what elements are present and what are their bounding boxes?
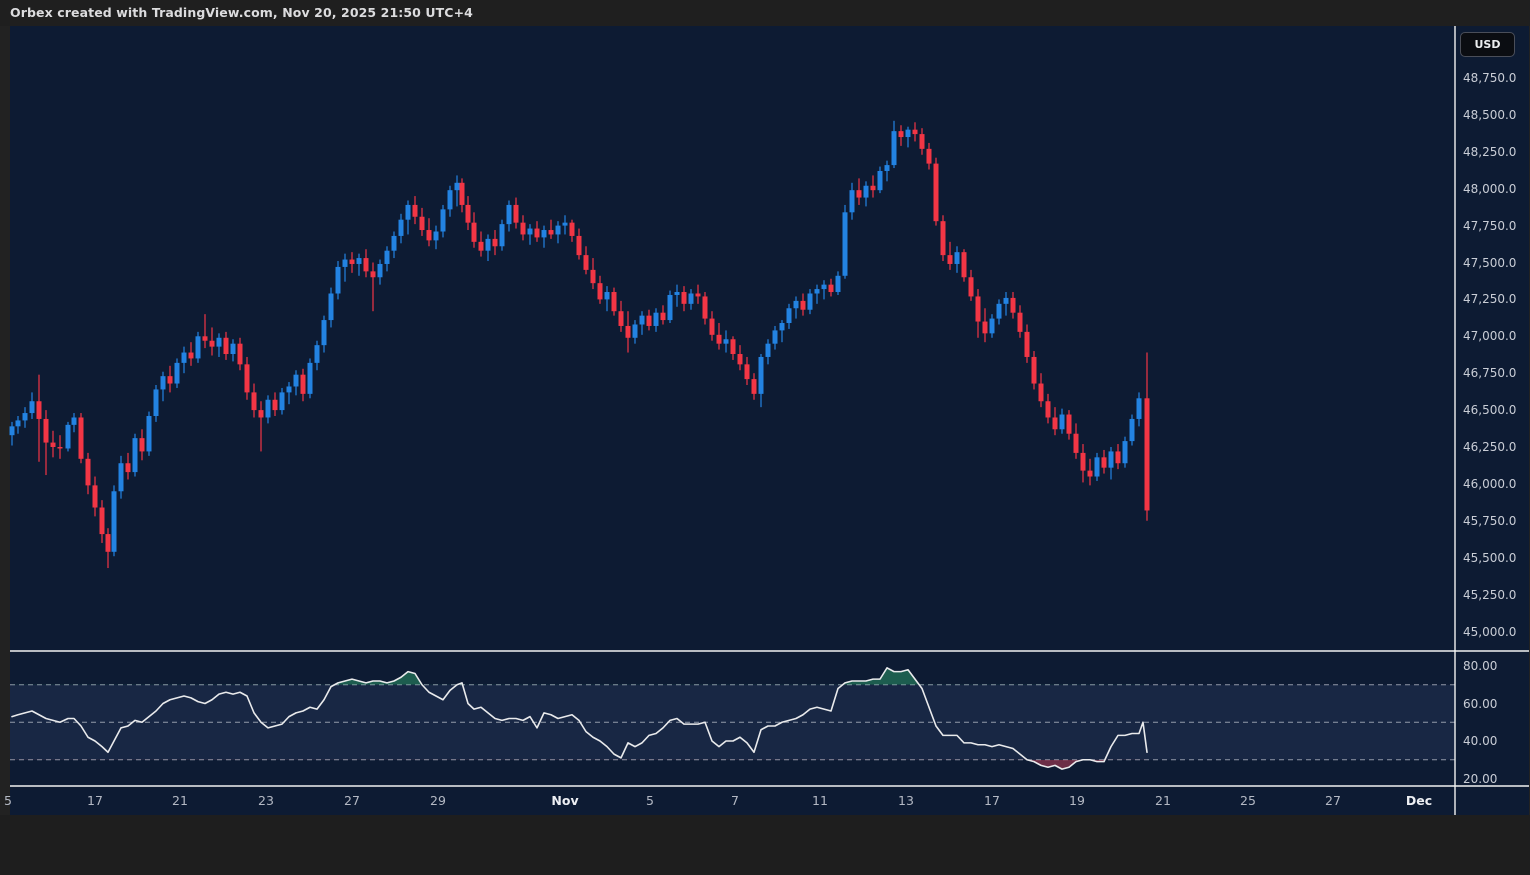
title-bar: Orbex created with TradingView.com, Nov … <box>0 0 1530 26</box>
time-tick-label: 23 <box>258 793 274 808</box>
price-tick-label: 46,000.0 <box>1463 476 1517 491</box>
time-tick-label: 27 <box>1325 793 1341 808</box>
chart-background <box>10 26 1529 815</box>
time-tick-label: 13 <box>898 793 914 808</box>
time-tick-label: Nov <box>551 793 579 808</box>
time-tick-label: Dec <box>1405 793 1433 808</box>
price-tick-label: 47,500.0 <box>1463 255 1517 270</box>
price-tick-label: 47,000.0 <box>1463 329 1517 344</box>
rsi-tick-label: 40.00 <box>1463 734 1498 748</box>
rsi-tick-label: 80.00 <box>1463 659 1498 673</box>
price-tick-label: 48,500.0 <box>1463 107 1517 122</box>
price-tick-label: 47,250.0 <box>1463 292 1517 307</box>
bottom-bar: TradingView <box>0 815 1530 875</box>
price-tick-label: 46,250.0 <box>1463 440 1517 454</box>
price-tick-label: 48,750.0 <box>1463 71 1517 85</box>
time-tick-label: 29 <box>430 793 446 808</box>
currency-button[interactable]: USD <box>1460 32 1515 57</box>
price-tick-label: 48,250.0 <box>1463 144 1517 159</box>
time-tick-label: 25 <box>1240 793 1256 808</box>
price-tick-label: 47,750.0 <box>1463 218 1517 233</box>
time-tick-label: 5 <box>4 793 12 808</box>
price-tick-label: 46,500.0 <box>1463 403 1517 418</box>
time-tick-label: 21 <box>172 793 188 808</box>
rsi-tick-label: 20.00 <box>1463 771 1498 786</box>
time-tick-label: 19 <box>1069 793 1085 808</box>
time-tick-label: 17 <box>984 793 1000 808</box>
price-tick-label: 48,000.0 <box>1463 181 1517 196</box>
time-tick-label: 11 <box>812 793 828 808</box>
rsi-tick-label: 60.00 <box>1463 696 1498 711</box>
price-tick-label: 45,250.0 <box>1463 587 1517 602</box>
chart-title: Orbex created with TradingView.com, Nov … <box>10 5 473 20</box>
price-tick-label: 45,500.0 <box>1463 550 1517 565</box>
time-tick-label: 27 <box>344 793 360 808</box>
time-tick-label: 7 <box>731 793 739 808</box>
price-tick-label: 45,750.0 <box>1463 513 1517 528</box>
currency-button-label: USD <box>1474 38 1501 51</box>
price-tick-label: 46,750.0 <box>1463 366 1517 381</box>
price-tick-label: 45,000.0 <box>1463 624 1517 639</box>
time-tick-label: 5 <box>646 793 654 808</box>
time-tick-label: 21 <box>1155 793 1171 808</box>
time-tick-label: 17 <box>87 793 103 808</box>
